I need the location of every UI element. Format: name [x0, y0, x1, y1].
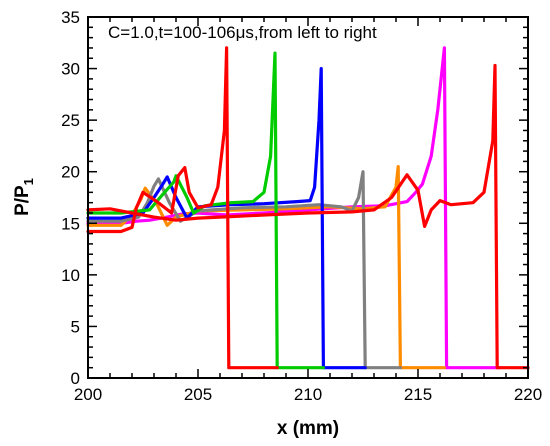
x-tick-label: 215 [404, 385, 432, 404]
series-line-3 [86, 170, 402, 370]
y-axis-title-subscript: 1 [21, 178, 36, 185]
y-tick-label: 0 [71, 369, 80, 388]
chart-annotation: C=1.0,t=100-106μs,from left to right [108, 23, 377, 42]
y-axis-title-main: P/P [12, 185, 33, 216]
series-layer [86, 46, 530, 370]
y-tick-label: 15 [61, 214, 80, 233]
y-tick-label: 5 [71, 317, 80, 336]
y-tick-label: 25 [61, 111, 80, 130]
y-tick-label: 30 [61, 60, 80, 79]
x-tick-label: 205 [184, 385, 212, 404]
ticks-layer: 200 205 210 215 220 0 5 10 15 20 25 30 35 [61, 8, 542, 404]
y-tick-label: 10 [61, 266, 80, 285]
x-tick-label: 200 [74, 385, 102, 404]
series-line-7 [86, 63, 530, 370]
x-tick-label: 220 [514, 385, 542, 404]
x-tick-label: 210 [294, 385, 322, 404]
x-axis-title: x (mm) [277, 418, 339, 439]
y-tick-label: 35 [61, 8, 80, 27]
y-axis-title: P/P1 [12, 178, 36, 216]
y-tick-label: 20 [61, 163, 80, 182]
